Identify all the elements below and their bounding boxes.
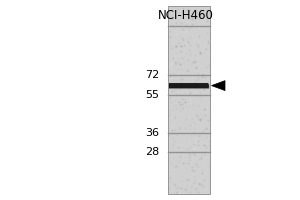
- Text: 28: 28: [145, 147, 159, 157]
- Text: 72: 72: [145, 70, 159, 80]
- Bar: [168, 6, 210, 194]
- Text: 36: 36: [145, 128, 159, 138]
- Text: NCI-H460: NCI-H460: [158, 9, 214, 22]
- Text: 55: 55: [145, 90, 159, 100]
- Bar: [169, 83, 208, 88]
- Polygon shape: [212, 81, 225, 91]
